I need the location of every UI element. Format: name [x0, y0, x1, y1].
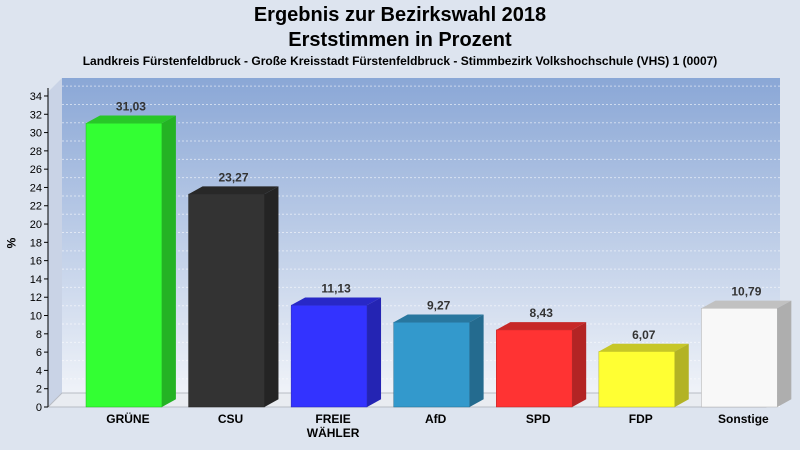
- bar-front: [290, 304, 368, 408]
- bar-front: [393, 321, 470, 408]
- chart-subtitle: Landkreis Fürstenfeldbruck - Große Kreis…: [82, 54, 718, 68]
- bar: [290, 297, 382, 408]
- y-tick-label: 6: [36, 347, 42, 359]
- x-tick-label: FDP: [629, 412, 653, 426]
- bar-side: [161, 115, 176, 408]
- value-label: 6,07: [632, 328, 656, 342]
- y-tick-label: 22: [30, 201, 42, 213]
- bar: [496, 322, 587, 408]
- value-label: 8,43: [530, 306, 554, 320]
- bar-front: [701, 308, 778, 408]
- y-tick-label: 2: [36, 384, 42, 396]
- bar-front: [188, 193, 265, 408]
- x-tick-label: GRÜNE: [106, 411, 149, 426]
- bar: [85, 115, 176, 408]
- bar-front: [598, 351, 676, 408]
- value-label: 9,27: [427, 298, 451, 312]
- value-label: 31,03: [116, 99, 146, 113]
- bar: [701, 300, 792, 408]
- bar-front: [85, 122, 163, 408]
- y-tick-label: 24: [30, 182, 42, 194]
- y-tick-label: 8: [36, 329, 42, 341]
- y-tick-label: 4: [36, 365, 42, 377]
- value-label: 23,27: [219, 170, 249, 184]
- y-tick-label: 0: [36, 402, 42, 414]
- bar-side: [777, 300, 792, 407]
- x-tick-label: CSU: [218, 412, 243, 426]
- bar-side: [264, 186, 279, 407]
- bar-top: [86, 115, 176, 124]
- bar: [598, 343, 689, 408]
- x-tick-label: WÄHLER: [307, 425, 360, 440]
- y-tick-label: 34: [30, 91, 42, 103]
- bar-top: [291, 297, 382, 306]
- y-tick-label: 14: [30, 274, 42, 286]
- y-tick-label: 32: [30, 109, 42, 121]
- value-label: 11,13: [321, 281, 351, 295]
- x-tick-label: FREIE: [315, 412, 350, 426]
- bar-side: [572, 322, 587, 407]
- value-label: 10,79: [731, 285, 761, 299]
- bar-side: [674, 343, 689, 407]
- y-tick-label: 12: [30, 292, 42, 304]
- x-tick-label: Sonstige: [718, 412, 769, 426]
- x-tick-label: AfD: [425, 412, 447, 426]
- bar-side: [469, 314, 484, 407]
- y-tick-label: 10: [30, 311, 42, 323]
- y-tick-label: 28: [30, 146, 42, 158]
- y-tick-label: 30: [30, 128, 42, 140]
- bar-top: [496, 322, 587, 330]
- x-tick-label: SPD: [526, 412, 551, 426]
- y-tick-label: 20: [30, 219, 42, 231]
- y-tick-label: 18: [30, 237, 42, 249]
- bar: [188, 186, 279, 408]
- bar-top: [598, 343, 689, 352]
- y-tick-label: 16: [30, 256, 42, 268]
- bar-top: [393, 314, 484, 323]
- plot-side-wall: [48, 78, 62, 407]
- bar-top: [188, 186, 279, 195]
- bar-front: [496, 329, 573, 408]
- bar-side: [367, 297, 382, 407]
- chart-title-line-2: Erststimmen in Prozent: [288, 29, 512, 51]
- bar-top: [701, 300, 792, 309]
- chart-title: Ergebnis zur Bezirkswahl 2018: [253, 4, 547, 26]
- y-tick-label: 26: [30, 164, 42, 176]
- bar: [393, 314, 484, 408]
